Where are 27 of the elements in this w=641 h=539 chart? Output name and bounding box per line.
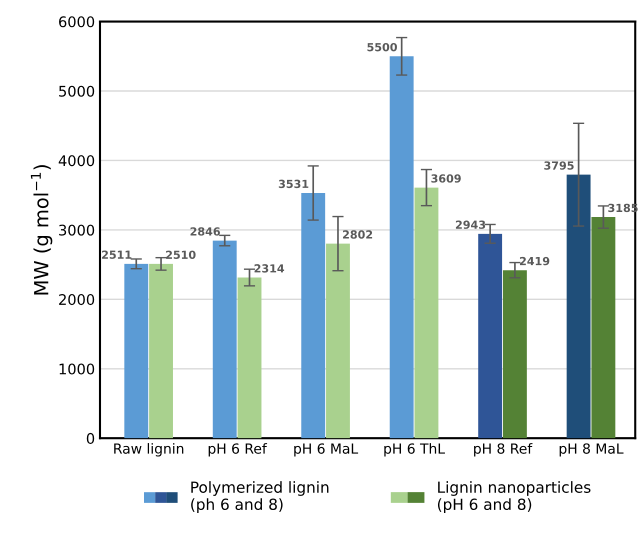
data-label: 2511: [102, 250, 132, 259]
y-tick-label: 4000: [58, 155, 94, 166]
data-label: 3531: [278, 180, 308, 188]
data-label: 3609: [431, 174, 461, 183]
y-tick-label: 6000: [59, 16, 94, 28]
x-tick-label: pH 6 ThL: [384, 443, 445, 457]
x-tick-label: Raw lignin: [114, 443, 184, 457]
data-label: 2846: [190, 227, 220, 236]
legend-label: Polymerized lignin (ph 6 and 8): [191, 481, 328, 514]
data-label: 2419: [520, 256, 550, 266]
data-label: 2802: [343, 230, 372, 239]
x-tick-label: pH 8 Ref: [474, 443, 532, 457]
data-label: 5500: [367, 42, 397, 52]
y-tick-label: 2000: [59, 294, 94, 306]
y-tick-label: 0: [86, 432, 94, 444]
y-tick-label: 3000: [59, 224, 94, 236]
x-tick-label: pH 6 Ref: [208, 443, 268, 457]
x-tick-label: pH 8 MaL: [560, 443, 624, 457]
data-label: 3795: [544, 161, 574, 170]
data-label: 2314: [254, 264, 284, 273]
data-label: 2510: [166, 250, 196, 259]
data-label: 2943: [456, 220, 486, 229]
legend-label: Lignin nanoparticles (pH 6 and 8): [438, 481, 590, 514]
y-tick-label: 5000: [59, 86, 94, 97]
x-tick-label: pH 6 MaL: [294, 443, 358, 457]
y-tick-label: 1000: [60, 363, 94, 375]
y-axis-title: MW (g mol$^{−1}$): [30, 165, 52, 294]
